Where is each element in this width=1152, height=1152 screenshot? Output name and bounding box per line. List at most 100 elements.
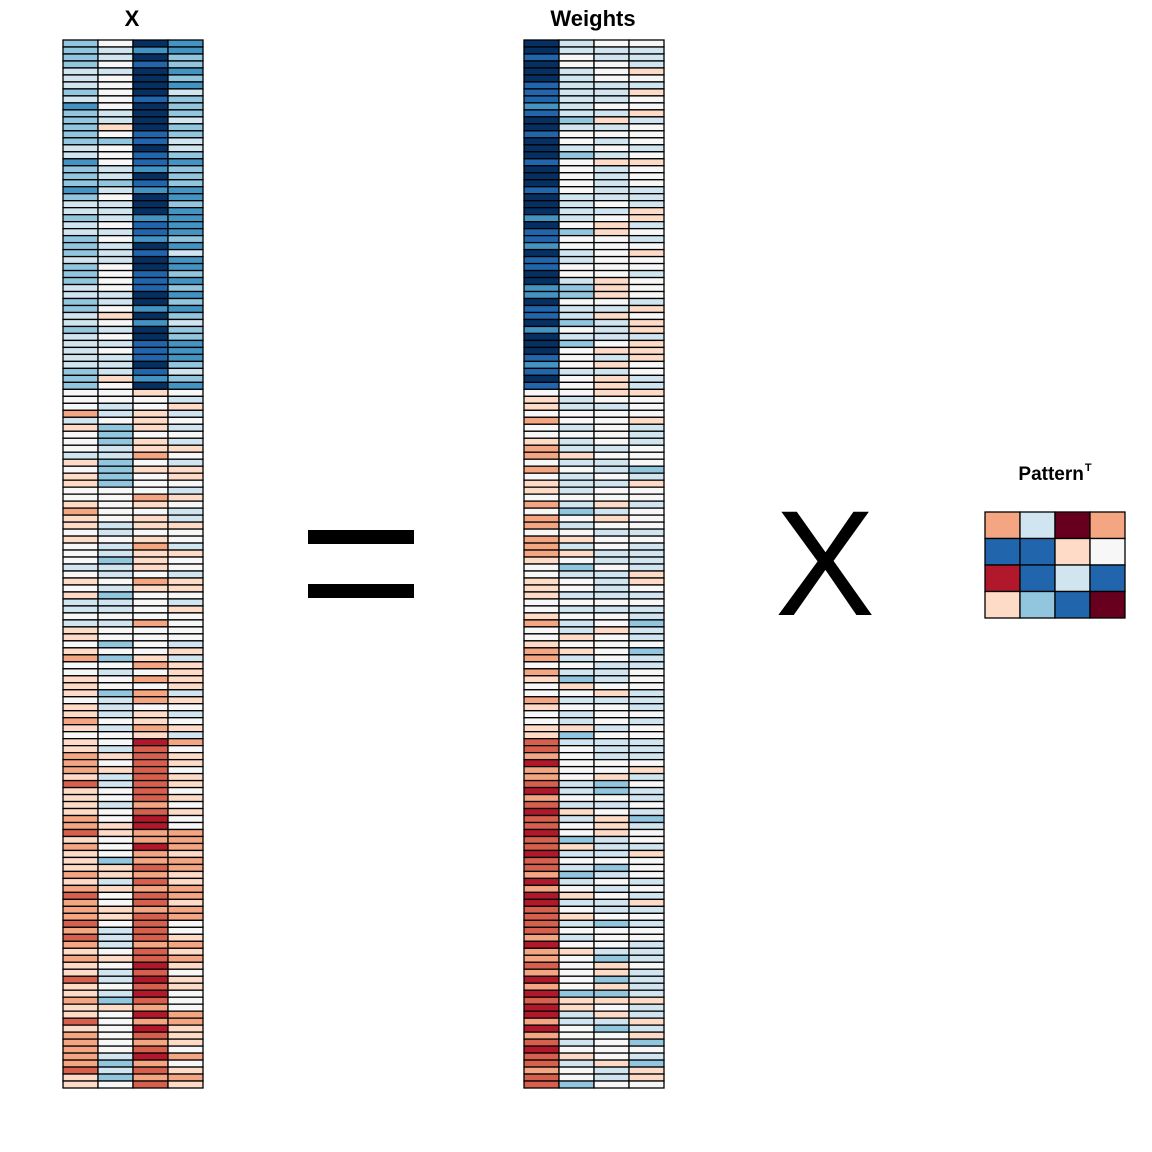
heatmap-cell (62, 940, 99, 949)
heatmap-cell (628, 53, 665, 62)
heatmap-cell (62, 214, 99, 223)
heatmap-cell (628, 954, 665, 963)
heatmap-cell (593, 367, 630, 377)
heatmap-cell (523, 521, 560, 530)
heatmap-cell (167, 675, 204, 684)
heatmap-cell (523, 451, 560, 460)
heatmap-cell (523, 814, 560, 824)
heatmap-cell (558, 528, 595, 537)
heatmap-cell (523, 535, 560, 544)
heatmap-cell (558, 290, 595, 300)
heatmap-cell (523, 703, 560, 712)
heatmap-cell (593, 102, 630, 111)
heatmap-cell (628, 619, 665, 628)
heatmap-cell (132, 661, 169, 670)
pattern-matrix-title: PatternT (985, 462, 1125, 486)
heatmap-cell (62, 598, 99, 607)
heatmap-cell (62, 612, 99, 621)
heatmap-cell (523, 465, 560, 474)
heatmap-cell (167, 765, 204, 775)
heatmap-cell (97, 416, 134, 425)
heatmap-cell (558, 856, 595, 866)
heatmap-cell (593, 765, 630, 775)
heatmap-cell (628, 765, 665, 775)
heatmap-cell (593, 619, 630, 628)
heatmap-cell (97, 137, 134, 146)
heatmap-cell (593, 807, 630, 817)
heatmap-cell (628, 507, 665, 516)
heatmap-cell (558, 304, 595, 314)
heatmap-cell (523, 577, 560, 586)
heatmap-cell (984, 590, 1021, 619)
heatmap-cell (628, 165, 665, 174)
heatmap-cell (132, 717, 169, 726)
heatmap-cell (523, 88, 560, 97)
heatmap-cell (62, 926, 99, 935)
heatmap-cell (628, 821, 665, 831)
heatmap-cell (628, 409, 665, 418)
heatmap-cell (167, 200, 204, 209)
heatmap-cell (132, 486, 169, 495)
heatmap-cell (558, 668, 595, 677)
heatmap-cell (97, 549, 134, 558)
heatmap-cell (628, 1017, 665, 1026)
heatmap-cell (167, 318, 204, 328)
heatmap-cell (593, 116, 630, 125)
heatmap-cell (558, 151, 595, 160)
heatmap-cell (97, 786, 134, 796)
heatmap-cell (593, 1017, 630, 1026)
heatmap-cell (593, 612, 630, 621)
heatmap-cell (62, 793, 99, 803)
heatmap-cell (593, 884, 630, 894)
heatmap-cell (628, 961, 665, 970)
heatmap-cell (97, 849, 134, 859)
heatmap-cell (167, 563, 204, 572)
heatmap-cell (628, 200, 665, 209)
heatmap-cell (62, 849, 99, 859)
heatmap-cell (593, 207, 630, 216)
heatmap-cell (62, 241, 99, 251)
heatmap-cell (167, 227, 204, 237)
heatmap-cell (167, 835, 204, 845)
heatmap-cell (593, 947, 630, 956)
heatmap-cell (132, 465, 169, 474)
heatmap-cell (167, 570, 204, 579)
heatmap-cell (593, 626, 630, 635)
heatmap-cell (558, 542, 595, 551)
heatmap-cell (167, 514, 204, 523)
heatmap-cell (523, 1066, 560, 1075)
heatmap-cell (62, 982, 99, 991)
heatmap-cell (523, 556, 560, 565)
heatmap-cell (132, 39, 169, 48)
heatmap-cell (593, 1052, 630, 1061)
heatmap-cell (523, 493, 560, 502)
heatmap-cell (558, 81, 595, 90)
heatmap-cell (97, 409, 134, 418)
heatmap-cell (62, 689, 99, 698)
heatmap-cell (593, 395, 630, 404)
heatmap-cell (167, 640, 204, 649)
heatmap-cell (132, 738, 169, 747)
heatmap-cell (628, 682, 665, 691)
heatmap-cell (593, 1080, 630, 1089)
heatmap-cell (558, 388, 595, 397)
heatmap-cell (167, 360, 204, 370)
heatmap-cell (523, 165, 560, 174)
heatmap-cell (558, 835, 595, 845)
heatmap-cell (593, 339, 630, 349)
heatmap-cell (628, 549, 665, 558)
heatmap-cell (167, 137, 204, 146)
heatmap-cell (558, 395, 595, 404)
heatmap-cell (62, 144, 99, 153)
heatmap-cell (523, 137, 560, 146)
heatmap-cell (132, 388, 169, 397)
heatmap-cell (62, 891, 99, 901)
heatmap-cell (593, 591, 630, 600)
heatmap-cell (558, 381, 595, 390)
heatmap-cell (167, 947, 204, 956)
heatmap-cell (523, 374, 560, 383)
heatmap-cell (593, 409, 630, 418)
heatmap-cell (1019, 537, 1056, 566)
heatmap-cell (167, 144, 204, 153)
heatmap-cell (97, 577, 134, 586)
